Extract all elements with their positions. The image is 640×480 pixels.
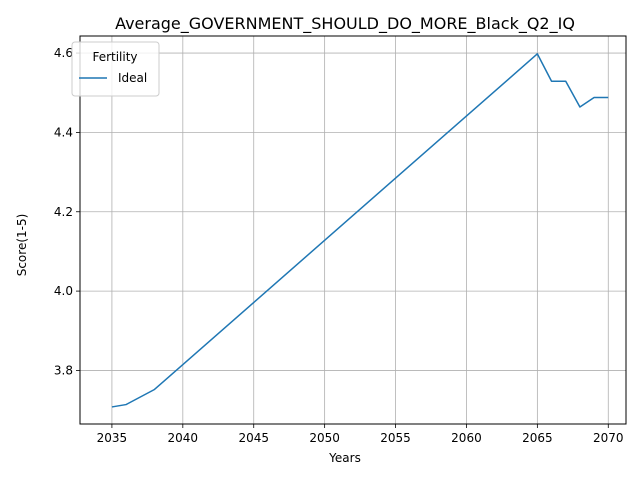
y-axis-label: Score(1-5) [15, 214, 29, 277]
x-tick-label: 2070 [593, 431, 624, 445]
x-tick-label: 2035 [97, 431, 128, 445]
legend-title: Fertility [92, 50, 137, 64]
ticks: 2035 2040 2045 2050 2055 2060 2065 2070 3.8 4.0 4.… [54, 46, 624, 445]
y-tick-label: 4.4 [54, 125, 73, 139]
y-tick-label: 4.0 [54, 284, 73, 298]
x-tick-label: 2055 [380, 431, 411, 445]
y-tick-label: 4.2 [54, 205, 73, 219]
y-tick-label: 3.8 [54, 363, 73, 377]
series-line-ideal [111, 53, 609, 408]
legend-label-ideal: Ideal [118, 71, 147, 85]
legend-box [71, 41, 160, 97]
y-tick-label: 4.6 [54, 46, 73, 60]
x-tick-label: 2060 [451, 431, 482, 445]
x-tick-label: 2065 [522, 431, 553, 445]
legend: Fertility Ideal [71, 41, 160, 97]
x-axis-label: Years [328, 451, 361, 465]
series-layer [111, 53, 609, 408]
grid [80, 36, 626, 424]
x-tick-label: 2040 [168, 431, 199, 445]
x-tick-label: 2050 [309, 431, 340, 445]
x-tick-label: 2045 [238, 431, 269, 445]
chart-title: Average_GOVERNMENT_SHOULD_DO_MORE_Black_… [115, 14, 575, 34]
plot-frame [79, 35, 627, 425]
